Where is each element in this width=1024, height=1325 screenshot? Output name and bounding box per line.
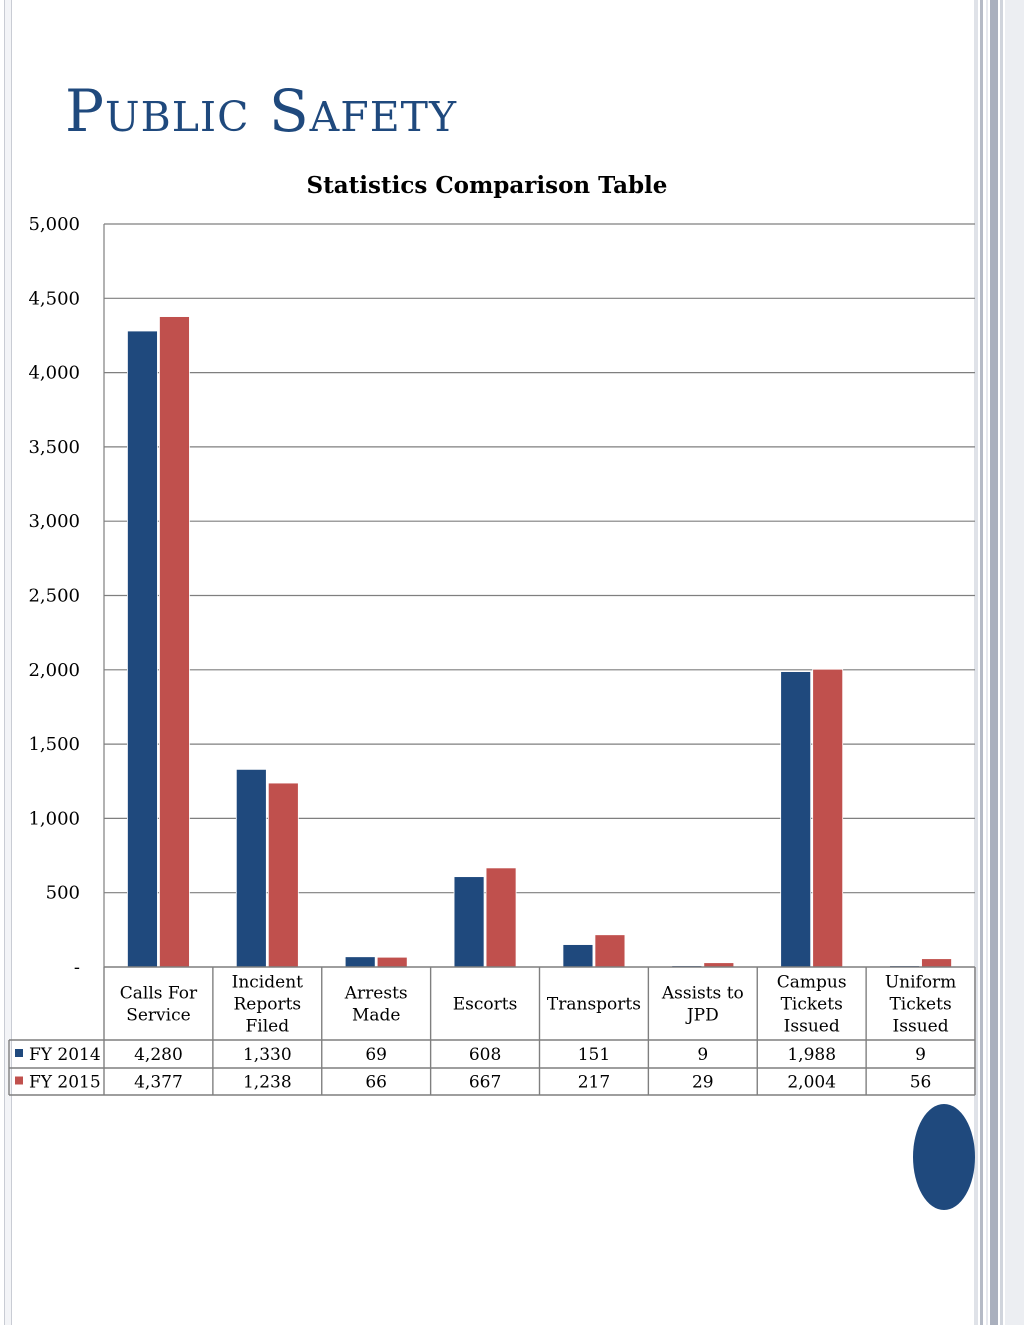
left-frame-border <box>4 0 12 1325</box>
data-label: 151 <box>578 1045 610 1065</box>
bar-fy2015 <box>921 958 952 968</box>
decorative-circle <box>913 1104 975 1210</box>
bar-fy2015 <box>376 956 408 968</box>
y-tick-label: - <box>74 957 80 978</box>
category-label: Campus Tickets Issued <box>777 973 847 1037</box>
data-label: 4,280 <box>134 1045 183 1065</box>
legend-key-fy2014 <box>15 1049 23 1057</box>
bar-fy2014 <box>344 956 376 968</box>
y-tick-label: 3,500 <box>28 437 80 458</box>
bar-fy2015 <box>812 668 844 968</box>
bar-fy2014 <box>562 944 594 968</box>
category-label: Arrests Made <box>344 984 408 1026</box>
y-tick-label: 3,000 <box>28 511 80 532</box>
y-tick-label: 1,500 <box>28 734 80 755</box>
bar-fy2015 <box>159 316 190 968</box>
bar-fy2015 <box>594 934 626 968</box>
y-tick-label: 1,000 <box>28 808 80 829</box>
data-label: 608 <box>469 1045 501 1065</box>
data-label: 9 <box>697 1045 708 1065</box>
data-label: 4,377 <box>134 1073 183 1093</box>
data-label: 69 <box>365 1045 387 1065</box>
y-tick-label: 5,000 <box>28 214 80 235</box>
right-frame-border <box>974 0 1024 1325</box>
y-tick-label: 4,500 <box>28 288 80 309</box>
data-label: 1,238 <box>243 1073 292 1093</box>
data-label: 29 <box>692 1073 714 1093</box>
series-name: FY 2014 <box>29 1045 101 1065</box>
gridlines <box>103 223 975 967</box>
bar-fy2015 <box>485 867 517 968</box>
series-name: FY 2015 <box>29 1073 101 1093</box>
legend-key-fy2015 <box>15 1076 23 1085</box>
bar-fy2014 <box>127 330 158 968</box>
bar-fy2014 <box>780 671 812 968</box>
data-label: 2,004 <box>787 1073 836 1093</box>
category-label: Escorts <box>453 995 518 1015</box>
data-label: 9 <box>915 1045 926 1065</box>
category-label: Calls For Service <box>120 984 198 1026</box>
data-table: Calls For Service Incident Reports Filed Arre… <box>8 966 976 1096</box>
data-label: 66 <box>365 1073 387 1093</box>
category-label: Uniform Tickets Issued <box>885 973 957 1037</box>
y-tick-label: 4,000 <box>28 363 80 384</box>
data-label: 667 <box>469 1073 501 1093</box>
data-label: 1,330 <box>243 1045 292 1065</box>
data-label: 56 <box>910 1073 932 1093</box>
y-tick-label: 2,500 <box>28 586 80 607</box>
category-label: Incident Reports Filed <box>232 973 304 1037</box>
page-title: Public Safety <box>65 77 458 145</box>
y-axis-ticks: - 500 1,000 1,500 2,000 2,500 3,000 3,500 4,000 4… <box>28 214 80 978</box>
data-label: 217 <box>578 1073 610 1093</box>
category-label: Assists to JPD <box>661 984 744 1026</box>
chart-title: Statistics Comparison Table <box>306 172 668 199</box>
bar-fy2015 <box>267 782 299 968</box>
data-label: 1,988 <box>787 1045 836 1065</box>
bar-fy2014 <box>235 768 267 968</box>
y-tick-label: 2,000 <box>28 660 80 681</box>
bar-fy2014 <box>453 876 485 968</box>
bars <box>127 316 952 968</box>
y-tick-label: 500 <box>46 883 80 904</box>
category-label: Transports <box>547 995 641 1015</box>
